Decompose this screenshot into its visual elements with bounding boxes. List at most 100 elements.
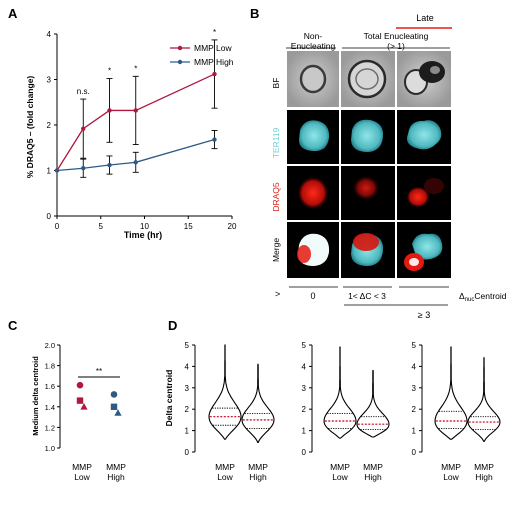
violin bbox=[323, 346, 357, 439]
threshold-symbol: > bbox=[275, 289, 280, 299]
legend: MMP Low MMP High bbox=[170, 43, 234, 67]
y-tick-label: 0 bbox=[302, 448, 307, 457]
merge-cell-3-white bbox=[409, 258, 419, 266]
x-category-label: MMP Low bbox=[441, 462, 461, 482]
merge-cell-1-red bbox=[297, 245, 311, 263]
y-tick-label: 0 bbox=[185, 448, 190, 457]
y-tick-label: 1.6 bbox=[45, 382, 55, 391]
data-point bbox=[81, 166, 86, 171]
panel-label-d: D bbox=[168, 318, 177, 333]
x-category-label: MMP High bbox=[106, 462, 126, 482]
data-point bbox=[107, 162, 112, 168]
data-point bbox=[212, 137, 217, 142]
violin-group: 0 1 2 3 4 5 MMP Low MMP High bbox=[412, 341, 501, 482]
point-square bbox=[76, 397, 84, 404]
violin bbox=[434, 346, 468, 440]
x-tick-label: 20 bbox=[228, 222, 237, 231]
point-square bbox=[110, 403, 118, 410]
y-tick-label: 3 bbox=[302, 384, 307, 393]
late-label: Late bbox=[416, 13, 434, 23]
y-tick-label: 4 bbox=[47, 30, 52, 39]
y-tick-label: 1.4 bbox=[45, 403, 55, 412]
x-tick-label: 0 bbox=[55, 222, 60, 231]
y-tick-label: 4 bbox=[302, 362, 307, 371]
point-circle bbox=[110, 391, 118, 398]
legend-label-mmp-low: MMP Low bbox=[194, 43, 232, 53]
microscopy-panel: Late Non-Enucleating Total Enucleating (>… bbox=[271, 13, 507, 320]
data-point bbox=[54, 168, 60, 173]
y-tick-label: 1.0 bbox=[45, 444, 55, 453]
violin bbox=[467, 357, 501, 442]
violin-group: 0 1 2 3 4 5 MMP Low MMP High bbox=[302, 341, 390, 482]
row-label-bf: BF bbox=[271, 78, 281, 89]
y-axis-label: % DRAQ5 – (fold change) bbox=[25, 76, 35, 179]
merge-cell-2-red bbox=[353, 233, 379, 251]
y-tick-label: 3 bbox=[412, 384, 417, 393]
annotation: n.s. bbox=[77, 87, 90, 96]
y-tick-label: 1 bbox=[47, 167, 52, 176]
point-triangle bbox=[80, 403, 88, 410]
bottom-value-1: 1< ΔC < 3 bbox=[348, 291, 386, 301]
y-tick-label: 0 bbox=[412, 448, 417, 457]
y-tick-label: 5 bbox=[302, 341, 307, 350]
panel-label-c: C bbox=[8, 318, 18, 333]
point-circle bbox=[76, 381, 84, 389]
annotation: * bbox=[213, 28, 216, 37]
draq5-faint-3 bbox=[424, 178, 444, 194]
y-tick-label: 3 bbox=[47, 76, 52, 85]
bf-cell-2-inner bbox=[355, 68, 379, 90]
delta-nuc-centroid-label: ΔnucCentroid bbox=[459, 291, 507, 303]
draq5-nucleus-2 bbox=[352, 175, 380, 201]
violin-plots: 0 1 2 3 4 5 Delta centroid MMP Low MMP High 0 1 2 3 4 5 M… bbox=[164, 341, 501, 482]
y-axis-label: Delta centroid bbox=[164, 370, 174, 427]
x-category-label: MMP High bbox=[474, 462, 494, 482]
ter119-cell-2 bbox=[351, 119, 384, 152]
y-tick-label: 1 bbox=[412, 427, 417, 436]
row-label-merge: Merge bbox=[271, 238, 281, 262]
ter119-cell-3 bbox=[407, 120, 442, 150]
y-tick-label: 2 bbox=[412, 405, 417, 414]
row-label-ter119: TER119 bbox=[271, 127, 281, 158]
bf-cell-1 bbox=[299, 64, 327, 94]
x-tick-label: 10 bbox=[140, 222, 149, 231]
y-tick-label: 5 bbox=[412, 341, 417, 350]
y-tick-label: 0 bbox=[47, 212, 52, 221]
x-category-label: MMP Low bbox=[72, 462, 92, 482]
legend-label-mmp-high: MMP High bbox=[194, 57, 234, 67]
y-tick-label: 2.0 bbox=[45, 341, 55, 350]
violin bbox=[208, 344, 242, 440]
x-category-label: MMP High bbox=[363, 462, 383, 482]
bottom-value-2: ≥ 3 bbox=[418, 310, 430, 320]
x-tick-label: 5 bbox=[99, 222, 104, 231]
point-triangle bbox=[114, 409, 122, 416]
draq5-nucleus-3 bbox=[406, 186, 430, 208]
violin bbox=[241, 363, 275, 443]
annotation: * bbox=[134, 64, 137, 73]
line-chart: 0 5 10 15 20 0 1 2 3 4 n.s. * * * Time (hr) % DRAQ5… bbox=[25, 28, 237, 240]
y-tick-label: 5 bbox=[185, 341, 190, 350]
panel-label-a: A bbox=[8, 6, 18, 21]
y-tick-label: 1 bbox=[302, 427, 307, 436]
data-point bbox=[212, 71, 217, 77]
x-category-label: MMP Low bbox=[215, 462, 235, 482]
y-tick-label: 2 bbox=[185, 405, 190, 414]
panel-label-b: B bbox=[250, 6, 259, 21]
annotation: * bbox=[108, 67, 111, 76]
col-header-total-enucleating: Total Enucleating (> 1) bbox=[364, 31, 429, 51]
violin-group: 0 1 2 3 4 5 Delta centroid MMP Low MMP High bbox=[164, 341, 275, 482]
x-category-label: MMP Low bbox=[330, 462, 350, 482]
y-tick-label: 4 bbox=[185, 362, 190, 371]
y-axis-label: Medium delta centroid bbox=[31, 356, 40, 436]
violin bbox=[356, 370, 390, 438]
x-axis-label: Time (hr) bbox=[124, 230, 162, 240]
y-tick-label: 2 bbox=[47, 121, 52, 130]
col-header-non-enucleating: Non-Enucleating bbox=[291, 31, 336, 51]
y-tick-label: 1.8 bbox=[45, 362, 55, 371]
merge-cell-3 bbox=[412, 233, 443, 260]
bf-cell-3b-spot bbox=[430, 66, 440, 74]
row-label-draq5: DRAQ5 bbox=[271, 182, 281, 212]
y-tick-label: 1.2 bbox=[45, 423, 55, 432]
data-point bbox=[133, 160, 138, 165]
x-category-label: MMP High bbox=[248, 462, 268, 482]
